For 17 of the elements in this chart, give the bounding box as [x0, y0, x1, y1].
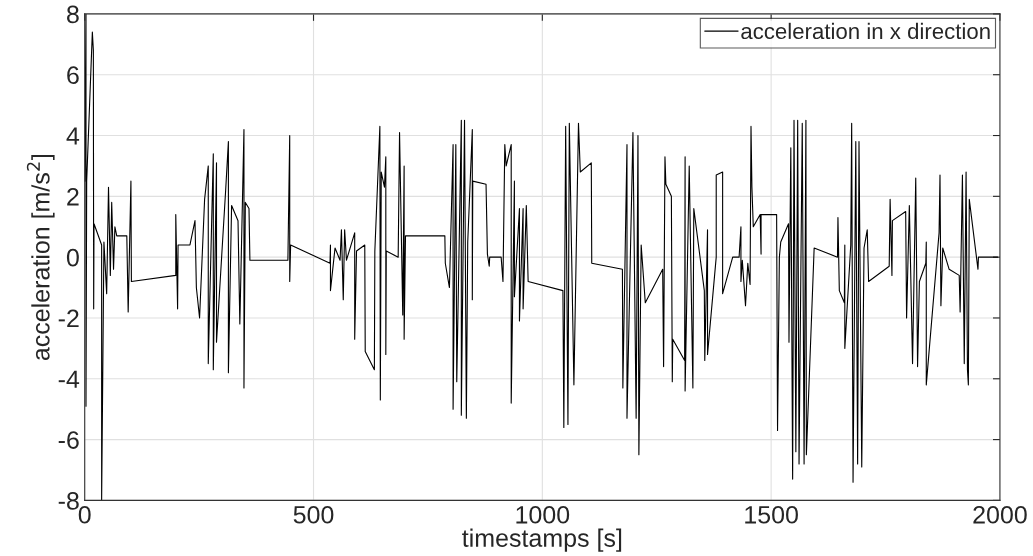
line-series: [84, 13, 999, 501]
y-tick-label: -8: [58, 492, 79, 510]
x-tick-label: 1000: [516, 505, 570, 524]
y-tick-label: 2: [67, 187, 79, 206]
y-axis-title: acceleration [m/s$^{2}$]: [26, 154, 55, 361]
legend-label: acceleration in x direction: [741, 22, 990, 40]
y-tick-label: 0: [66, 248, 79, 267]
y-tick-label: -6: [58, 431, 79, 449]
x-axis-title: timestamps [s]: [462, 528, 622, 552]
y-tick-label: 6: [67, 66, 79, 85]
x-tick-label: 2000: [973, 505, 1027, 524]
y-tick-label: 4: [66, 127, 80, 145]
y-tick-label: 8: [67, 5, 79, 24]
x-tick-label: 500: [293, 505, 334, 524]
y-tick-label: -4: [58, 370, 80, 388]
x-tick-label: 1500: [745, 505, 798, 524]
y-tick-label: -2: [58, 309, 79, 328]
